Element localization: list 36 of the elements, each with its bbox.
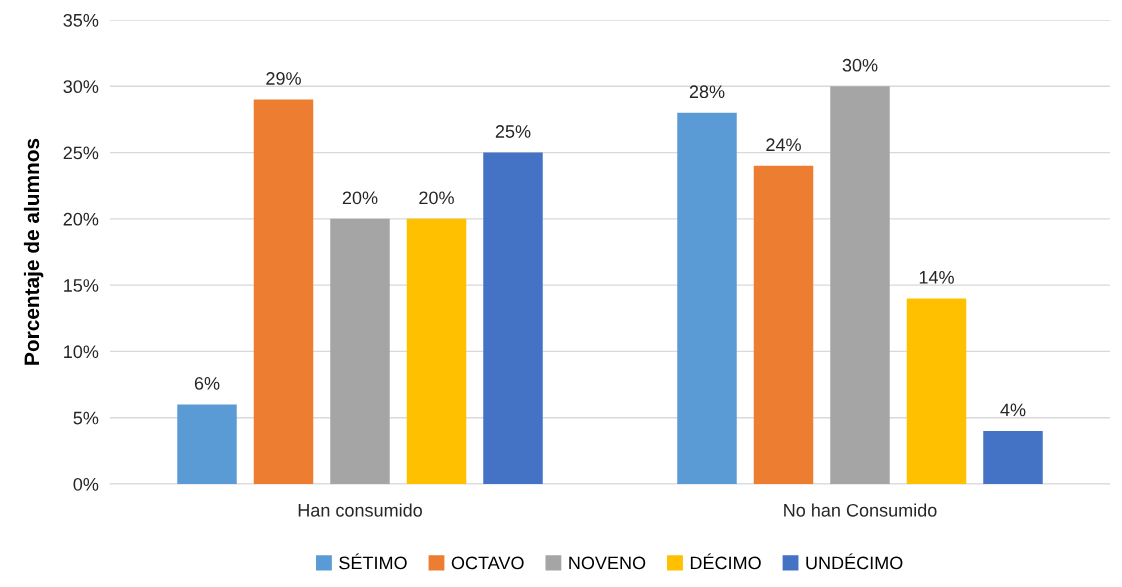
bar <box>483 152 543 484</box>
y-axis-title: Porcentaje de alumnos <box>23 138 44 365</box>
bar <box>677 112 737 484</box>
legend-label: OCTAVO <box>451 556 524 570</box>
data-label: 29% <box>266 72 301 85</box>
data-label: 4% <box>1000 403 1026 417</box>
x-tick-label: Han consumido <box>298 503 422 517</box>
y-tick-label: 35% <box>63 13 99 27</box>
data-label: 28% <box>689 85 725 99</box>
bar <box>177 404 237 484</box>
y-tick-label: 5% <box>73 411 99 425</box>
data-label: 20% <box>419 191 454 205</box>
data-label: 24% <box>766 138 801 152</box>
bar <box>406 218 467 484</box>
data-label: 20% <box>342 191 378 205</box>
y-tick-label: 30% <box>63 80 99 94</box>
bar <box>753 165 814 484</box>
data-label: 14% <box>919 271 954 284</box>
y-tick-label: 0% <box>73 477 99 491</box>
bar <box>830 86 890 484</box>
legend-label: NOVENO <box>569 556 646 570</box>
bar <box>983 430 1043 484</box>
bar <box>253 99 314 484</box>
bar <box>906 298 967 484</box>
legend-label: DÉCIMO <box>690 553 761 570</box>
y-tick-label: 15% <box>64 279 99 292</box>
data-label: 30% <box>842 58 878 72</box>
legend-label: SÉTIMO <box>339 553 407 570</box>
y-tick-label: 20% <box>63 212 99 226</box>
data-label: 25% <box>495 125 531 138</box>
y-tick-label: 25% <box>63 146 99 160</box>
bar <box>330 218 390 484</box>
data-label: 6% <box>194 376 220 390</box>
legend-label: UNDÉCIMO <box>806 553 903 570</box>
x-tick-label: No han Consumido <box>784 503 937 517</box>
y-tick-label: 10% <box>64 345 99 359</box>
